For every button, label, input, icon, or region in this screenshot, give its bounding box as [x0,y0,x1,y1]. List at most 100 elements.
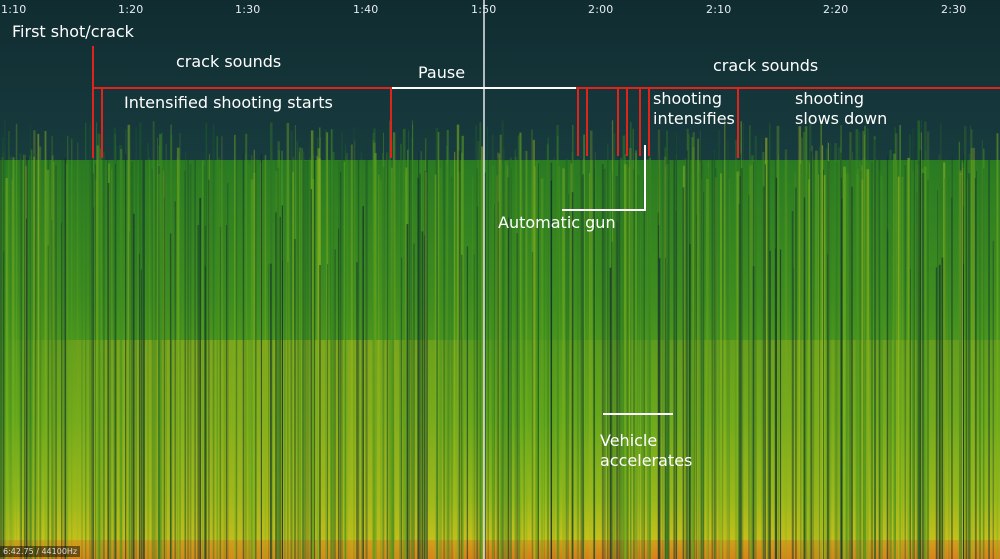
spectrogram-streak [822,174,826,559]
spectrogram-streak [480,159,483,559]
spectrogram-streak [96,122,98,559]
spectrogram-streak [161,132,163,559]
spectrogram-streak [707,161,709,559]
spectrogram-streak [61,133,64,559]
spectrogram-streak [661,124,664,559]
spectrogram-streak [538,173,539,559]
spectrogram-streak [739,176,741,559]
spectrogram-streak [439,168,442,559]
spectrogram-streak [845,172,848,559]
spectrogram-streak [278,150,280,559]
spectrogram-streak [205,123,208,559]
spectrogram-streak [350,144,353,559]
spectrogram-streak [692,132,695,559]
spectrogram-streak [874,139,876,559]
spectrogram-streak [102,151,105,559]
tick-2-00: 2:00 [588,3,614,16]
spectrogram-streak [525,150,528,559]
spectrogram-streak [119,145,122,559]
first-shot-label: First shot/crack [12,22,134,41]
spectrogram-streak [450,176,453,559]
spectrogram-streak [684,158,687,559]
spectrogram-streak [806,174,808,559]
spectrogram-streak [219,167,222,559]
shooting-intensifies-label: shooting intensifies [653,89,735,129]
spectrogram-streak [502,148,505,559]
spectrogram-streak [532,139,535,559]
spectrogram-streak [948,177,950,559]
spectrogram-streak [864,134,865,559]
shooting-intensifies-line1: shooting [653,89,723,108]
spectrogram-streak [387,149,388,559]
spectrogram-streak [562,168,565,559]
spectrogram-streak [720,173,723,559]
spectrogram-streak [77,142,79,559]
spectrogram-streak [96,133,100,559]
spectrogram-streak [298,147,302,559]
vehicle-accelerates-label: Vehicle accelerates [600,431,692,471]
spectrogram-streak [738,171,740,559]
spectrogram-streak [878,128,881,559]
spectrogram-streak [973,147,975,559]
spectrogram-streak [276,167,280,559]
spectrogram-streak [152,179,155,559]
spectrogram-streak [81,164,83,559]
spectrogram-streak [866,128,869,559]
spectrogram-streak [216,136,218,559]
spectrogram-streak [628,167,630,559]
spectrogram-streak [901,176,904,559]
spectrogram-streak [675,153,678,559]
spectrogram-streak [392,169,394,559]
spectrogram-streak [52,120,55,559]
spectrogram-streak [638,175,640,559]
spectrogram-streak [613,133,616,559]
spectrogram-streak [422,160,425,559]
spectrogram-streak [142,156,145,559]
spectrogram-streak [632,128,634,559]
spectrogram-streak [913,133,915,559]
spectrogram-streak [557,155,559,559]
spectrogram-streak [553,157,555,559]
spectrogram-streak [408,130,410,559]
spectrogram-streak [504,161,508,559]
spectrogram-streak [675,157,677,559]
spectrogram-streak [968,153,971,559]
spectrogram-streak [382,167,385,559]
spectrogram-streak [912,128,914,559]
spectrogram-streak [861,165,863,559]
spectrogram-streak [297,145,299,559]
spectrogram-streak [624,165,626,559]
spectrogram-streak [848,122,852,559]
spectrogram-streak [307,145,309,559]
spectrogram-streak [290,179,292,559]
spectrogram-streak [749,165,753,559]
spectrogram-streak [514,156,517,559]
spectrogram-streak [535,161,538,559]
spectrogram-streak [794,172,796,559]
spectrogram-streak [194,155,196,559]
spectrogram-streak [380,179,382,559]
spectrogram-streak [870,162,873,559]
spectrogram-streak [187,155,189,559]
spectrogram-streak [646,159,649,559]
spectrogram-streak [151,169,153,559]
spectrogram-streak [706,178,709,559]
annotation-lines [392,87,673,415]
spectrogram-streak [828,142,829,559]
spectrogram-streak [983,168,985,559]
spectrogram-streak [966,178,968,559]
shooting-slows-label: shooting slows down [795,89,887,129]
spectrogram-streak [325,130,327,559]
spectrogram-streak [754,138,756,559]
spectrogram-streak [729,172,730,559]
spectrogram-streak [115,145,117,559]
spectrogram-streak [557,166,561,559]
spectrogram-streak [889,163,891,559]
spectrogram-streak [176,157,178,559]
spectrogram-streak [622,159,624,559]
spectrogram-streak [47,148,50,559]
spectrogram-streak [762,152,765,559]
spectrogram-streak [148,158,150,559]
